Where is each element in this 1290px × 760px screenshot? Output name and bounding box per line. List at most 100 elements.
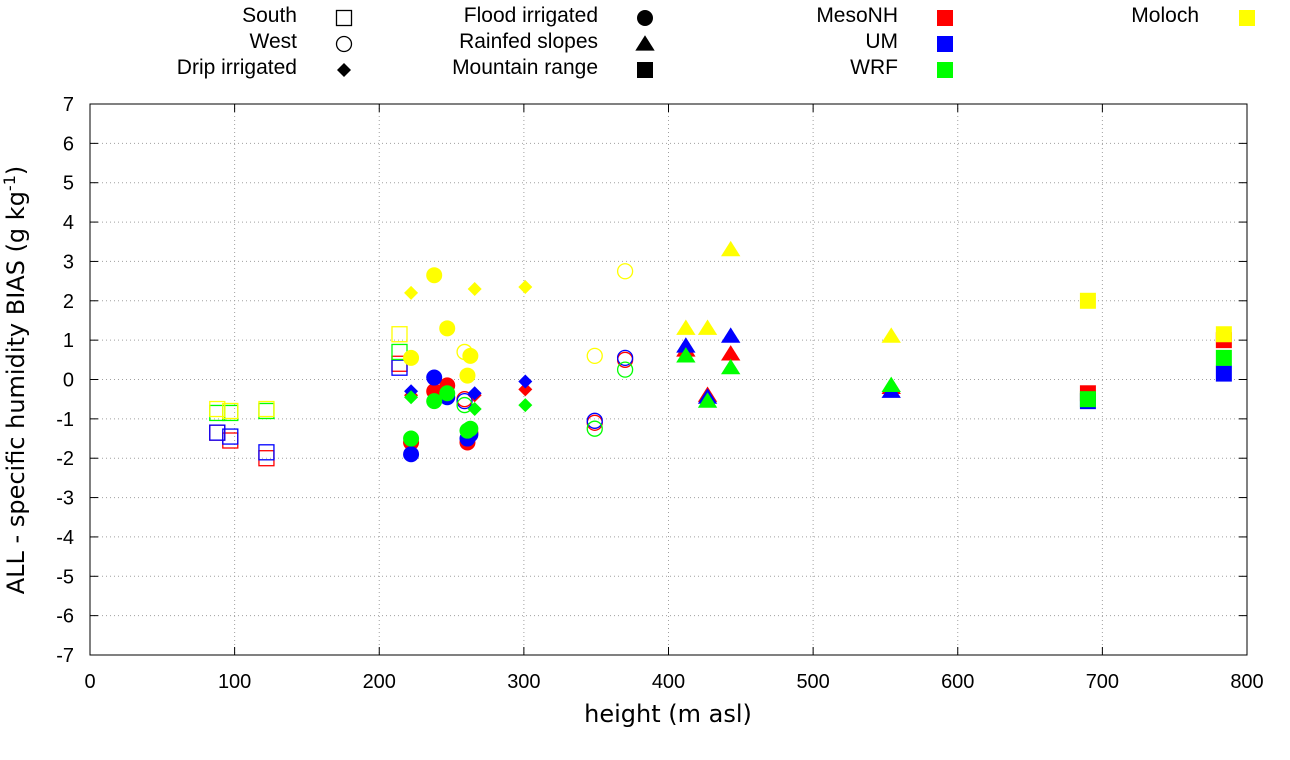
legend: South West Drip irrigated Flood irrigated Ra… [177, 4, 1255, 79]
legend-symbol [937, 36, 953, 52]
data-point [426, 393, 443, 410]
y-tick-label: -1 [56, 409, 74, 431]
data-point [222, 402, 239, 420]
y-tick-label: 6 [63, 133, 74, 155]
data-point [518, 280, 533, 295]
data-point [391, 359, 408, 376]
data-point [403, 446, 420, 463]
x-tick-label: 300 [507, 671, 540, 693]
x-tick-label: 200 [363, 671, 396, 693]
data-point [403, 430, 420, 447]
data-point [222, 428, 239, 445]
data-point [403, 349, 420, 366]
x-tick-label: 400 [652, 671, 685, 693]
x-tick-label: 800 [1230, 671, 1263, 693]
series-um [209, 327, 1232, 463]
x-tick-label: 500 [796, 671, 829, 693]
data-point [456, 392, 473, 410]
data-point [721, 345, 741, 361]
grid [90, 104, 1247, 655]
data-point [467, 402, 482, 417]
legend-label: Mountain range [452, 56, 598, 79]
data-point [518, 382, 533, 397]
series-mesonh [209, 332, 1232, 467]
legend-label: MesoNH [816, 4, 898, 27]
y-tick-label: -5 [56, 566, 74, 588]
data-point [258, 400, 275, 418]
data-point [697, 319, 718, 335]
y-tick-label: 4 [63, 212, 74, 234]
data-point [881, 327, 901, 343]
data-point [1079, 391, 1096, 408]
legend-symbol [1239, 10, 1255, 26]
data-point [721, 358, 741, 375]
legend-label: Flood irrigated [464, 4, 598, 27]
legend-symbol [635, 35, 655, 51]
data-point [721, 240, 741, 257]
data-point [391, 326, 408, 343]
y-tick-label: 7 [63, 94, 74, 116]
data-points [209, 240, 1232, 467]
data-point [462, 347, 479, 364]
data-point [426, 267, 443, 284]
data-point [209, 400, 226, 418]
legend-symbol [337, 63, 351, 77]
data-point [881, 376, 901, 393]
x-tick-label: 600 [941, 671, 974, 693]
y-axis-label-main: ALL - specific humidity BIAS (g kg [2, 191, 30, 594]
data-point [518, 374, 533, 389]
x-tick-label: 700 [1086, 671, 1119, 693]
y-tick-label: -6 [56, 606, 74, 628]
legend-symbol [335, 35, 353, 53]
axis-ticks: -7 -6 -5 -4 -3 -2 -1 0 1 2 3 4 5 6 7 0 100 200 300 400 500 60… [56, 94, 1263, 693]
legend-label: UM [865, 30, 898, 53]
y-tick-label: -2 [56, 448, 74, 470]
data-point [586, 347, 603, 365]
data-point [676, 337, 696, 353]
legend-label: West [250, 30, 298, 53]
data-point [616, 263, 634, 280]
y-tick-label: -3 [56, 488, 74, 510]
data-point [586, 412, 603, 429]
legend-label: Rainfed slopes [459, 30, 598, 53]
data-point [467, 386, 482, 401]
data-point [404, 390, 419, 405]
data-point [518, 398, 533, 413]
legend-label: Drip irrigated [177, 56, 297, 79]
data-point [439, 320, 456, 337]
data-point [258, 444, 275, 461]
data-point [459, 367, 476, 384]
data-point [404, 285, 419, 300]
y-tick-label: 2 [63, 291, 74, 313]
data-point [1215, 326, 1232, 343]
series-wrf [209, 343, 1232, 447]
y-axis-label: ALL - specific humidity BIAS (g kg-1) [0, 166, 30, 595]
y-tick-label: 3 [63, 251, 74, 273]
legend-symbol [335, 9, 353, 27]
y-axis-label-close: ) [2, 166, 30, 175]
legend-label: South [242, 4, 297, 27]
data-point [1079, 292, 1096, 309]
data-point [1215, 349, 1232, 366]
y-tick-label: 0 [63, 370, 74, 392]
data-point [586, 420, 603, 437]
data-point [467, 281, 482, 296]
x-axis-label: height (m asl) [584, 700, 752, 728]
legend-label: Moloch [1131, 4, 1199, 27]
data-point [426, 369, 443, 386]
legend-symbol [937, 10, 953, 26]
data-point [462, 420, 479, 437]
legend-symbol [637, 62, 653, 78]
series-moloch [209, 240, 1232, 420]
legend-symbol [937, 62, 953, 78]
legend-label: WRF [850, 56, 898, 79]
x-tick-label: 100 [218, 671, 251, 693]
x-tick-label: 0 [84, 671, 95, 693]
y-tick-label: 1 [63, 330, 74, 352]
data-point [209, 424, 226, 441]
y-axis-label-superscript: -1 [0, 175, 19, 191]
data-point [697, 392, 718, 408]
y-tick-label: 5 [63, 173, 74, 195]
legend-symbol [637, 10, 653, 26]
